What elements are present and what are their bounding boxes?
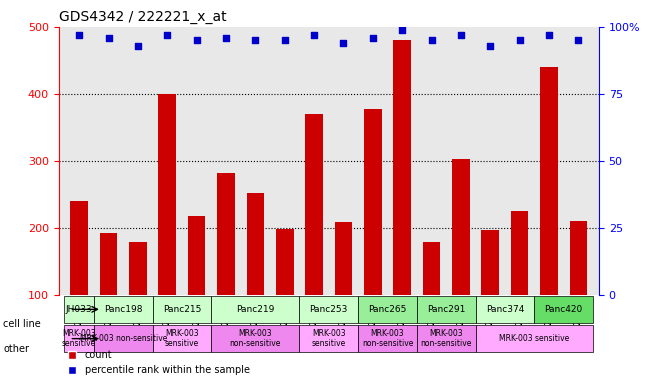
Bar	[247, 193, 264, 362]
Text: MRK-003
sensitive: MRK-003 sensitive	[312, 329, 346, 348]
Bar	[187, 216, 206, 362]
Point	[456, 32, 466, 38]
Bar	[422, 242, 440, 362]
Text: MRK-003
non-sensitive: MRK-003 non-sensitive	[230, 329, 281, 348]
Text: MRK-003
non-sensitive: MRK-003 non-sensitive	[421, 329, 472, 348]
Text: MRK-003 sensitive: MRK-003 sensitive	[499, 334, 570, 343]
Text: GDS4342 / 222221_x_at: GDS4342 / 222221_x_at	[59, 10, 226, 25]
Point	[339, 40, 349, 46]
Bar	[482, 230, 499, 362]
Bar	[364, 109, 381, 362]
Text: MRK-003
sensitive: MRK-003 sensitive	[62, 329, 96, 348]
FancyBboxPatch shape	[212, 296, 299, 323]
Text: Panc374: Panc374	[486, 305, 524, 314]
FancyBboxPatch shape	[358, 296, 417, 323]
FancyBboxPatch shape	[64, 326, 94, 352]
Bar	[540, 67, 558, 362]
Text: Panc265: Panc265	[368, 305, 407, 314]
FancyBboxPatch shape	[476, 326, 593, 352]
FancyBboxPatch shape	[64, 296, 94, 323]
Text: MRK-003
sensitive: MRK-003 sensitive	[165, 329, 199, 348]
FancyBboxPatch shape	[94, 326, 152, 352]
Text: JH033: JH033	[66, 305, 92, 314]
Bar	[452, 159, 470, 362]
Text: cell line: cell line	[3, 319, 41, 329]
Text: MRK-003 non-sensitive: MRK-003 non-sensitive	[79, 334, 167, 343]
Text: Panc291: Panc291	[427, 305, 465, 314]
FancyBboxPatch shape	[299, 326, 358, 352]
Bar	[217, 173, 235, 362]
Text: MRK-003
non-sensitive: MRK-003 non-sensitive	[362, 329, 413, 348]
Point	[368, 35, 378, 41]
Point	[426, 37, 437, 43]
Text: Panc215: Panc215	[163, 305, 201, 314]
Text: Panc198: Panc198	[104, 305, 143, 314]
Point	[191, 37, 202, 43]
FancyBboxPatch shape	[152, 326, 212, 352]
Point	[133, 43, 143, 49]
Text: Panc420: Panc420	[544, 305, 583, 314]
Bar	[100, 233, 117, 362]
FancyBboxPatch shape	[358, 326, 417, 352]
FancyBboxPatch shape	[534, 296, 593, 323]
FancyBboxPatch shape	[417, 326, 476, 352]
Bar	[305, 114, 323, 362]
Point	[544, 32, 554, 38]
FancyBboxPatch shape	[152, 296, 212, 323]
FancyBboxPatch shape	[476, 296, 534, 323]
FancyBboxPatch shape	[417, 296, 476, 323]
Point	[309, 32, 319, 38]
Point	[485, 43, 495, 49]
Bar	[511, 211, 529, 362]
Text: other: other	[3, 344, 29, 354]
Bar	[129, 242, 146, 362]
Point	[162, 32, 173, 38]
Legend: count, percentile rank within the sample: count, percentile rank within the sample	[63, 346, 254, 379]
Text: Panc253: Panc253	[310, 305, 348, 314]
FancyBboxPatch shape	[299, 296, 358, 323]
Bar	[276, 229, 294, 362]
Point	[221, 35, 231, 41]
Bar	[158, 94, 176, 362]
Point	[279, 37, 290, 43]
Point	[250, 37, 260, 43]
Point	[104, 35, 114, 41]
Point	[397, 26, 408, 33]
Bar	[335, 222, 352, 362]
Bar	[70, 201, 88, 362]
FancyBboxPatch shape	[94, 296, 152, 323]
Point	[573, 37, 583, 43]
Text: Panc219: Panc219	[236, 305, 275, 314]
Point	[514, 37, 525, 43]
Bar	[570, 221, 587, 362]
Bar	[393, 40, 411, 362]
FancyBboxPatch shape	[212, 326, 299, 352]
Point	[74, 32, 85, 38]
